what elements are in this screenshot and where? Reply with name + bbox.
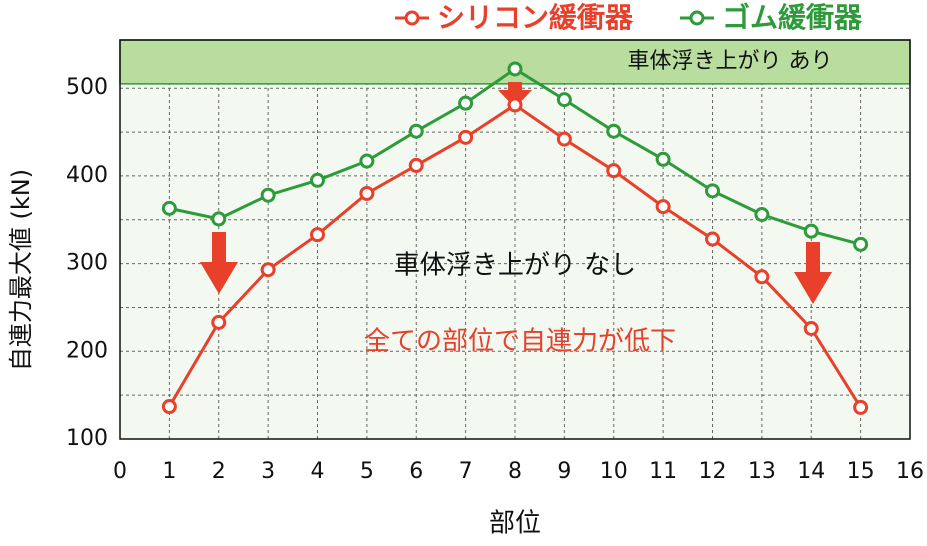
point	[408, 157, 424, 173]
point	[705, 231, 720, 247]
x-tick-label: 4	[311, 459, 325, 484]
y-tick-label: 200	[66, 338, 108, 363]
y-tick-label: 400	[66, 163, 108, 188]
legend-marker	[689, 10, 705, 26]
y-axis-label: 自連力最大値 (kN)	[7, 169, 35, 371]
x-tick-label: 15	[847, 459, 875, 484]
point	[310, 172, 325, 188]
point	[556, 131, 572, 147]
x-tick-label: 2	[212, 459, 226, 484]
point	[606, 123, 622, 139]
point	[211, 211, 227, 227]
arrows	[200, 82, 832, 304]
y-tick-label: 500	[66, 75, 108, 100]
down-arrow	[794, 242, 832, 304]
x-tick-label: 0	[113, 459, 127, 484]
annotation: 車体浮き上がり あり	[628, 49, 833, 74]
point	[260, 262, 276, 278]
plot-frame	[119, 39, 911, 440]
point	[853, 399, 869, 415]
point	[655, 199, 671, 215]
legend-label: シリコン緩衝器	[437, 1, 634, 34]
point	[507, 97, 523, 113]
annotation: 車体浮き上がり なし	[394, 251, 636, 281]
point	[754, 269, 770, 285]
down-arrow	[498, 82, 532, 108]
point	[408, 123, 424, 139]
point	[655, 151, 671, 167]
x-tick-label: 7	[459, 459, 473, 484]
point	[705, 183, 720, 199]
point	[458, 129, 474, 145]
x-axis-label: 部位	[489, 509, 541, 539]
point	[458, 95, 474, 111]
legend-marker	[404, 10, 420, 26]
x-tick-label: 5	[360, 459, 374, 484]
x-tick-label: 11	[649, 459, 677, 484]
point	[803, 321, 819, 337]
point	[310, 227, 325, 243]
x-tick-label: 9	[557, 459, 571, 484]
down-arrow	[200, 232, 238, 294]
point	[803, 223, 819, 239]
x-tick-label: 12	[699, 459, 727, 484]
point	[211, 314, 227, 330]
point	[754, 207, 770, 223]
x-tick-label: 6	[409, 459, 423, 484]
x-tick-label: 16	[896, 459, 924, 484]
point	[556, 92, 572, 108]
x-tick-label: 10	[600, 459, 628, 484]
point	[507, 61, 523, 77]
x-tick-label: 3	[261, 459, 275, 484]
point	[359, 153, 375, 169]
point	[359, 185, 375, 201]
x-tick-label: 13	[748, 459, 776, 484]
x-tick-label: 1	[162, 459, 176, 484]
point	[161, 200, 177, 216]
y-tick-label: 300	[66, 251, 108, 276]
x-tick-label: 14	[797, 459, 825, 484]
annotation: 全ての部位で自連力が低下	[364, 327, 676, 357]
point	[853, 236, 869, 252]
y-tick-label: 100	[66, 426, 108, 451]
legend-label: ゴム緩衝器	[722, 1, 863, 34]
point	[606, 163, 622, 179]
point	[161, 399, 177, 415]
x-tick-label: 8	[508, 459, 522, 484]
point	[260, 187, 276, 203]
